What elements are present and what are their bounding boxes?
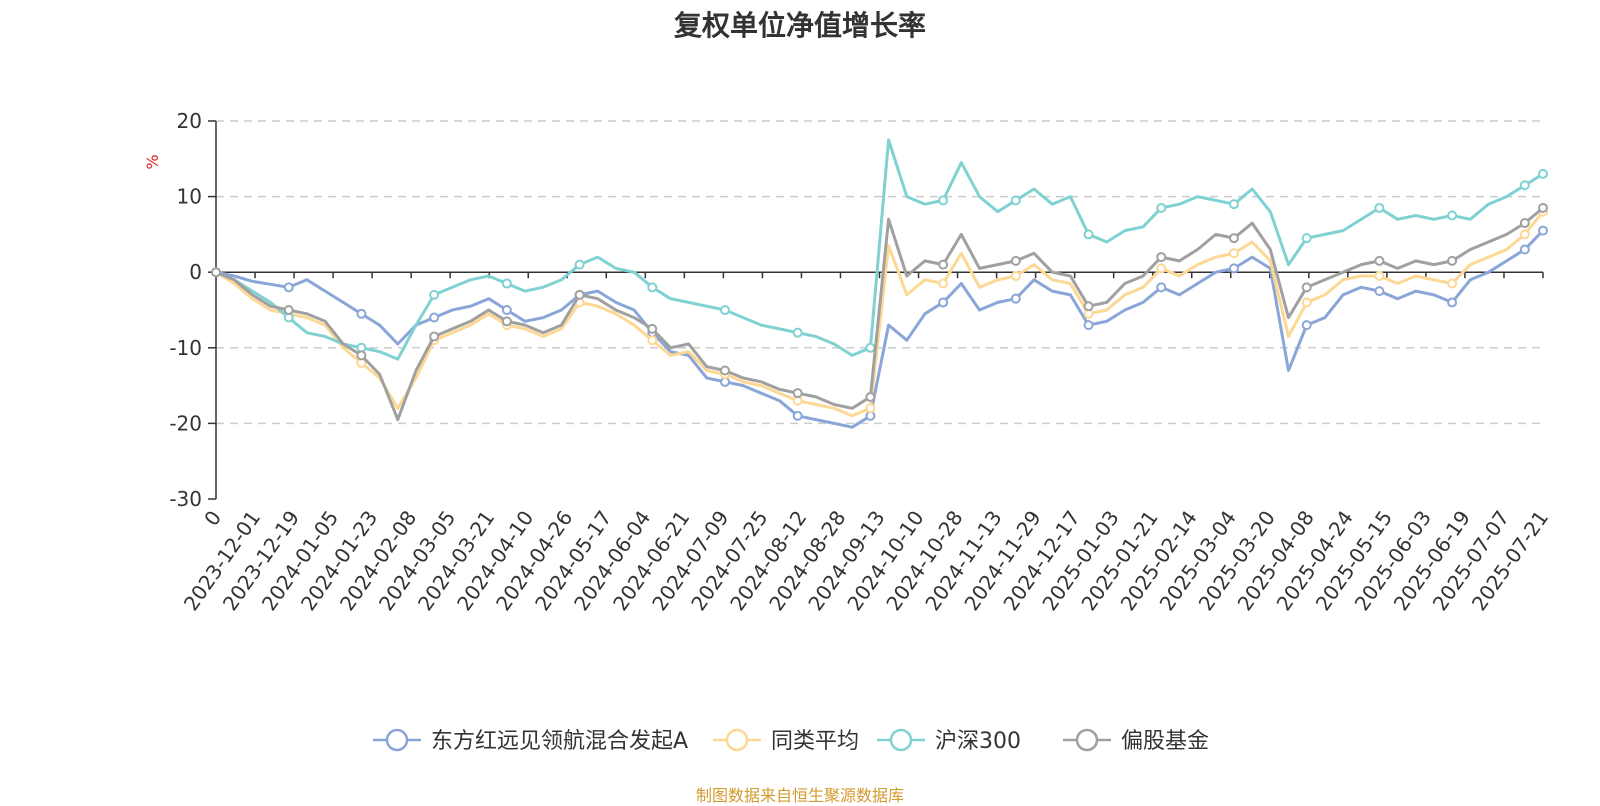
series-point [1156, 263, 1167, 274]
series-point [647, 335, 658, 346]
legend-item[interactable]: 东方红远见领航混合发起A [373, 728, 688, 754]
series-point [283, 305, 294, 315]
series-point [1301, 233, 1312, 244]
series-point [1010, 270, 1021, 281]
legend-item[interactable]: 偏股基金 [1063, 728, 1209, 754]
series-point [1156, 202, 1167, 213]
series-point [1447, 255, 1458, 266]
series-point [1538, 225, 1548, 236]
series-point [1519, 180, 1530, 191]
series-point [574, 289, 585, 300]
series-point [356, 308, 367, 319]
series-point [1519, 244, 1530, 255]
series-point [1228, 233, 1239, 244]
legend[interactable]: 东方红远见领航混合发起A 同类平均 沪深300 偏股基金 [373, 728, 1209, 754]
series-point [429, 312, 440, 323]
y-tick-label: -10 [169, 336, 202, 360]
legend-marker-icon [889, 728, 913, 752]
series-point [865, 403, 876, 414]
source-note: 制图数据来自恒生聚源数据库 [695, 786, 904, 805]
series-point [1374, 202, 1385, 213]
series-point [1010, 255, 1021, 266]
legend-label: 沪深300 [935, 729, 1021, 754]
series-point [938, 195, 949, 206]
axes: -30-20-100102002023-12-012023-12-192024-… [169, 109, 1553, 615]
series-point [429, 331, 440, 342]
series-point [501, 305, 512, 315]
y-tick-label: -20 [169, 411, 202, 435]
legend-marker-icon [385, 728, 409, 752]
series-point [865, 342, 876, 353]
series-point [938, 278, 949, 289]
series-point [792, 388, 803, 399]
chart-title: 复权单位净值增长率 [673, 9, 926, 42]
series-point [574, 259, 585, 270]
series-point [1519, 218, 1530, 229]
series-point [1301, 320, 1312, 331]
legend-label: 东方红远见领航混合发起A [431, 729, 688, 754]
series-point [1447, 297, 1458, 308]
series-point [1156, 252, 1167, 263]
y-tick-label: 0 [189, 260, 202, 284]
series-point [719, 305, 730, 315]
legend-marker-icon [1075, 728, 1099, 752]
series-point [719, 365, 730, 376]
series-point [1447, 210, 1458, 221]
series-point [1538, 202, 1548, 213]
series-point [1538, 168, 1548, 179]
series-point [792, 327, 803, 338]
series-point [1083, 320, 1094, 331]
series-point [1374, 255, 1385, 266]
legend-item[interactable]: 沪深300 [877, 728, 1021, 754]
x-tick-label: 0 [199, 506, 226, 530]
series-point [211, 267, 221, 278]
series-point [938, 297, 949, 308]
series-point [283, 282, 294, 293]
series-point [1083, 301, 1094, 312]
series-point [1228, 199, 1239, 210]
y-tick-label: 20 [177, 109, 202, 133]
series-point [647, 323, 658, 334]
series-point [1301, 297, 1312, 308]
series-point [1301, 282, 1312, 293]
series-point [501, 316, 512, 327]
series-lines [211, 138, 1548, 429]
series-point [1519, 229, 1530, 240]
legend-label: 偏股基金 [1121, 729, 1209, 754]
series-point [865, 391, 876, 402]
y-axis-unit-label: % [143, 154, 162, 169]
series-point [1374, 270, 1385, 281]
grid-lines [216, 120, 1543, 425]
series-point [1447, 278, 1458, 289]
y-tick-label: 10 [177, 185, 202, 209]
series-point [792, 410, 803, 421]
legend-marker-icon [725, 728, 749, 752]
series-point [356, 350, 367, 361]
series-point [1228, 248, 1239, 259]
series-point [938, 259, 949, 270]
legend-label: 同类平均 [771, 729, 859, 754]
series-point [1228, 263, 1239, 274]
series-point [1156, 282, 1167, 293]
series-point [1010, 293, 1021, 304]
legend-item[interactable]: 同类平均 [713, 728, 859, 754]
series-point [647, 282, 658, 293]
series-point [1374, 286, 1385, 297]
series-point [429, 289, 440, 300]
series-point [501, 278, 512, 289]
series-point [1083, 229, 1094, 240]
y-tick-label: -30 [169, 487, 202, 511]
series-point [1010, 195, 1021, 206]
